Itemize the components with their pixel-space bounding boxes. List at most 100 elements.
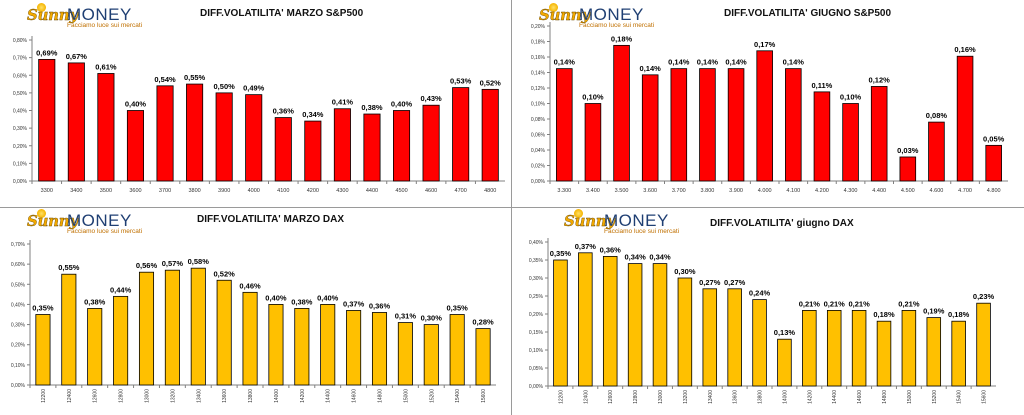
bar [164,269,180,386]
data-label: 0,27% [699,278,721,287]
bar [423,324,439,386]
logo-tagline: Facciamo luce sui mercati [579,22,655,29]
panel-divider-horizontal [0,207,1024,208]
x-tick-label: 14000 [782,390,788,404]
bar [190,267,206,386]
data-label: 0,37% [575,242,597,251]
data-label: 0,14% [697,58,719,67]
data-label: 0,18% [948,310,970,319]
x-tick-label: 12200 [558,390,564,404]
data-label: 0,38% [84,297,106,306]
y-tick-label: 0,06% [531,133,546,139]
bar [38,58,56,182]
y-tick-label: 0,20% [13,144,28,150]
y-tick-label: 0,10% [11,363,26,369]
bar-chart: 0,00% 0,02% 0,04% 0,06% 0,08% 0,10% 0,12% 0,14%… [531,22,1008,194]
x-tick-label: 4.200 [815,188,829,194]
data-label: 0,36% [600,245,622,254]
bar [216,279,232,386]
data-label: 0,35% [32,304,54,313]
bar [870,86,888,182]
x-tick-label: 15600 [982,390,988,404]
x-tick-label: 4.800 [987,188,1001,194]
x-tick-label: 3900 [218,188,230,194]
bar [802,310,817,387]
y-tick-label: 0,00% [531,179,546,185]
x-tick-label: 12800 [633,390,639,404]
data-label: 0,19% [923,307,945,316]
bar [371,312,388,386]
data-label: 0,34% [649,253,671,262]
data-label: 0,52% [214,269,236,278]
bar [61,273,77,386]
data-label: 0,37% [343,299,365,308]
data-label: 0,05% [983,134,1005,143]
x-tick-label: 12600 [608,390,614,404]
logo-money-text: MONEY [67,211,132,230]
data-label: 0,58% [188,257,210,266]
y-tick-label: 0,50% [11,282,26,288]
bar [627,263,643,387]
data-label: 0,27% [724,278,746,287]
x-tick-label: 13400 [708,390,714,404]
x-tick-label: 14400 [832,390,838,404]
bar [452,87,470,182]
data-label: 0,52% [480,78,502,87]
bar [876,320,892,387]
bar [951,320,966,387]
bar [481,88,499,182]
y-tick-label: 0,30% [11,323,26,329]
bar [97,73,115,182]
y-tick-label: 0,30% [529,276,544,282]
data-label: 0,53% [450,77,472,86]
bar [113,295,129,386]
data-label: 0,35% [447,304,469,313]
y-tick-label: 0,60% [11,262,26,268]
x-tick-label: 4.700 [958,188,972,194]
bar-chart: 0,00% 0,05% 0,10% 0,15% 0,20% 0,25% 0,30% 0,35%… [529,238,996,404]
bar [842,103,859,182]
data-label: 0,69% [36,48,58,57]
x-tick-label: 15600 [481,389,487,403]
y-tick-label: 0,02% [531,164,546,170]
x-tick-label: 14800 [378,389,384,403]
data-label: 0,11% [812,81,833,90]
bar [956,55,974,182]
data-label: 0,14% [640,64,662,73]
y-tick-label: 0,12% [531,86,546,92]
data-label: 0,28% [472,318,494,327]
data-label: 0,30% [421,314,443,323]
data-label: 0,10% [582,93,604,102]
x-tick-label: 15200 [932,390,938,404]
data-label: 0,67% [66,52,88,61]
x-tick-label: 14000 [274,389,280,403]
y-tick-label: 0,08% [531,117,546,123]
x-tick-label: 12800 [119,389,125,403]
data-label: 0,16% [954,45,976,54]
chart-title: DIFF.VOLATILITA' MARZO DAX [197,214,344,225]
data-label: 0,55% [184,73,206,82]
bar [699,68,716,182]
x-tick-label: 12400 [67,389,73,403]
logo-money-text: MONEY [67,5,132,24]
data-label: 0,36% [273,107,295,116]
bar [928,121,945,182]
y-tick-label: 0,40% [529,240,544,246]
bar [87,308,103,386]
data-label: 0,10% [840,93,862,102]
bar [826,310,842,387]
x-tick-label: 14200 [807,390,813,404]
logo-money-text: MONEY [579,5,644,24]
bar [899,156,917,182]
bar [393,110,411,182]
chart-title: DIFF.VOLATILITA' MARZO S&P500 [200,8,364,19]
bar [851,310,867,387]
bar-chart: 0,00% 0,10% 0,20% 0,30% 0,40% 0,50% 0,60% 0,70%… [11,240,496,403]
x-tick-label: 12400 [583,390,589,404]
bar [304,120,322,182]
data-label: 0,54% [154,75,176,84]
data-label: 0,38% [361,103,383,112]
x-tick-label: 3.600 [643,188,657,194]
bar [602,256,618,387]
bar [641,74,659,182]
